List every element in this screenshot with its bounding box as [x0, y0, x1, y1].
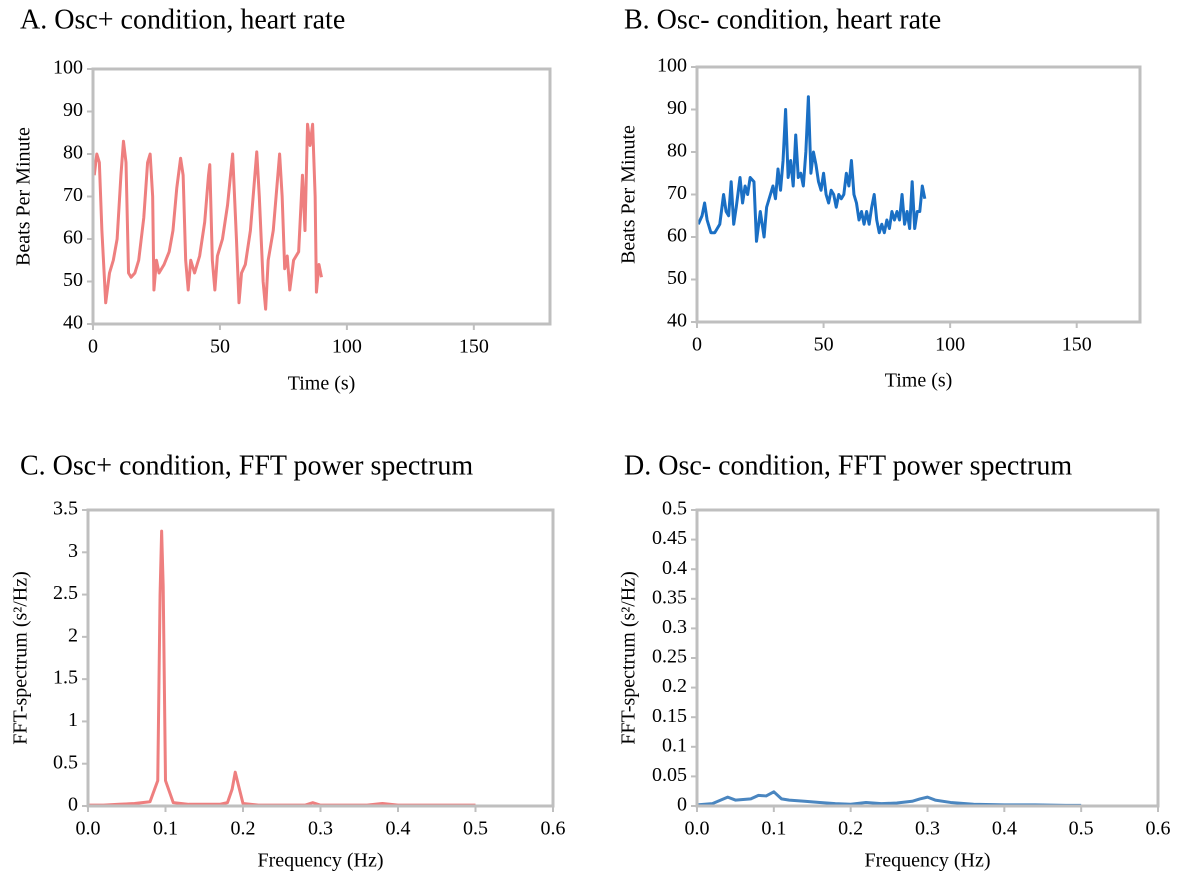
y-tick-label: 50: [63, 269, 83, 291]
y-tick-label: 40: [63, 312, 83, 334]
x-tick-label: 0.1: [153, 818, 178, 840]
plot-frame: [86, 508, 555, 808]
x-tick-label: 0.2: [231, 818, 256, 840]
y-tick-label: 0.3: [662, 616, 687, 638]
y-tick-label: 0.35: [652, 586, 687, 608]
y-tick-label: 3.5: [53, 498, 78, 520]
y-tick-label: 1.5: [53, 667, 78, 689]
x-tick-label: 0.3: [308, 818, 333, 840]
x-axis-label: Frequency (Hz): [257, 850, 383, 872]
y-tick-label: 2.5: [53, 582, 78, 604]
y-tick-label: 0.25: [652, 646, 687, 668]
data-line: [88, 529, 476, 807]
x-tick-label: 0.4: [992, 818, 1017, 840]
y-tick-label: 80: [63, 142, 83, 164]
x-tick-label: 0: [88, 336, 98, 358]
y-tick-label: 40: [667, 310, 687, 332]
x-tick-label: 0: [692, 334, 702, 356]
y-tick-label: 90: [63, 99, 83, 121]
x-tick-label: 0.6: [1146, 818, 1171, 840]
y-tick-label: 70: [63, 184, 83, 206]
x-axis-label: Time (s): [885, 370, 953, 392]
y-tick-label: 0.5: [662, 498, 687, 520]
y-tick-label: 60: [667, 225, 687, 247]
x-tick-label: 50: [814, 334, 834, 356]
y-tick-label: 0: [68, 794, 78, 816]
chart-title: B. Osc- condition, heart rate: [624, 4, 941, 35]
y-tick-label: 100: [53, 57, 83, 79]
y-tick-label: 1: [68, 709, 78, 731]
x-tick-label: 0.0: [76, 818, 101, 840]
x-axis-label: Time (s): [288, 373, 356, 395]
x-tick-label: 100: [332, 336, 362, 358]
data-line: [696, 790, 1082, 807]
y-tick-label: 2: [68, 624, 78, 646]
y-tick-label: 0.05: [652, 764, 687, 786]
y-tick-label: 100: [657, 55, 687, 77]
y-tick-label: 0.5: [53, 751, 78, 773]
y-axis-label: Beats Per Minute: [618, 125, 640, 264]
plot-frame: [91, 67, 552, 326]
chart-title: D. Osc- condition, FFT power spectrum: [624, 450, 1072, 481]
y-tick-label: 0.15: [652, 705, 687, 727]
x-tick-label: 0.4: [386, 818, 411, 840]
chart-title: A. Osc+ condition, heart rate: [20, 4, 345, 35]
x-tick-label: 0.5: [463, 818, 488, 840]
plot-frame: [695, 65, 1142, 324]
y-tick-label: 0.45: [652, 527, 687, 549]
x-tick-label: 0.2: [838, 818, 863, 840]
x-tick-label: 0.5: [1069, 818, 1094, 840]
x-tick-label: 0.6: [541, 818, 566, 840]
plot-frame: [695, 508, 1160, 808]
x-tick-label: 100: [935, 334, 965, 356]
data-line: [696, 95, 927, 243]
y-axis-label: FFT-spectrum (s²/Hz): [10, 571, 32, 745]
x-tick-label: 50: [210, 336, 230, 358]
x-tick-label: 150: [1062, 334, 1092, 356]
data-line: [92, 122, 323, 311]
x-tick-label: 0.1: [761, 818, 786, 840]
y-tick-label: 0.1: [662, 734, 687, 756]
y-tick-label: 70: [667, 182, 687, 204]
y-tick-label: 0.4: [662, 557, 687, 579]
y-tick-label: 0: [677, 794, 687, 816]
y-tick-label: 60: [63, 227, 83, 249]
x-axis-label: Frequency (Hz): [864, 850, 990, 872]
y-axis-label: FFT-spectrum (s²/Hz): [618, 571, 640, 745]
x-tick-label: 0.0: [685, 818, 710, 840]
y-axis-label: Beats Per Minute: [13, 127, 35, 266]
chart-title: C. Osc+ condition, FFT power spectrum: [20, 450, 473, 481]
y-tick-label: 0.2: [662, 675, 687, 697]
y-tick-label: 3: [68, 540, 78, 562]
x-tick-label: 0.3: [915, 818, 940, 840]
y-tick-label: 80: [667, 140, 687, 162]
y-tick-label: 90: [667, 97, 687, 119]
x-tick-label: 150: [459, 336, 489, 358]
y-tick-label: 50: [667, 267, 687, 289]
